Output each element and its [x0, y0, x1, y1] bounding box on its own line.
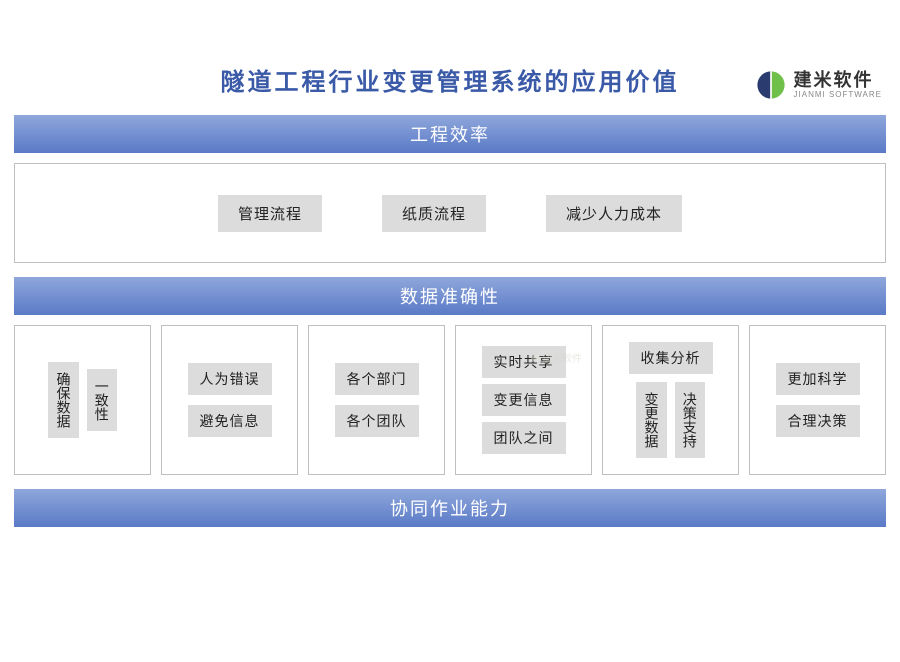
accuracy-panel-6: 更加科学 合理决策 [749, 325, 886, 475]
chip: 减少人力成本 [546, 195, 682, 232]
logo-cn: 建米软件 [794, 71, 882, 91]
accuracy-panel-4: 实时共享 变更信息 团队之间 [455, 325, 592, 475]
accuracy-panel-3: 各个部门 各个团队 [308, 325, 445, 475]
chip: 各个团队 [335, 405, 419, 437]
watermark: 建米软件 [530, 350, 582, 365]
chip: 变更数据 [636, 382, 666, 458]
efficiency-panel: 管理流程 纸质流程 减少人力成本 [14, 163, 886, 263]
logo-en: JIANMI SOFTWARE [794, 91, 882, 100]
logo-text: 建米软件 JIANMI SOFTWARE [794, 71, 882, 100]
chip: 一致性 [87, 369, 117, 431]
chip: 人为错误 [188, 363, 272, 395]
logo-icon [754, 68, 788, 102]
section-header-efficiency: 工程效率 [14, 115, 886, 153]
accuracy-panel-5: 收集分析 变更数据 决策支持 [602, 325, 739, 475]
accuracy-panel-1: 确保数据 一致性 [14, 325, 151, 475]
chip: 变更信息 [482, 384, 566, 416]
chip: 避免信息 [188, 405, 272, 437]
logo: 建米软件 JIANMI SOFTWARE [754, 68, 882, 102]
chip: 更加科学 [776, 363, 860, 395]
chip: 决策支持 [675, 382, 705, 458]
chip: 团队之间 [482, 422, 566, 454]
chip: 各个部门 [335, 363, 419, 395]
chip: 纸质流程 [382, 195, 486, 232]
section-header-collab: 协同作业能力 [14, 489, 886, 527]
chip: 收集分析 [629, 342, 713, 374]
chip-pair: 变更数据 决策支持 [636, 382, 704, 458]
section-body-accuracy: 确保数据 一致性 人为错误 避免信息 各个部门 各个团队 实时共享 变更信息 团… [14, 325, 886, 475]
section-header-accuracy: 数据准确性 [14, 277, 886, 315]
chip: 确保数据 [48, 362, 78, 438]
chip: 管理流程 [218, 195, 322, 232]
section-body-efficiency: 管理流程 纸质流程 减少人力成本 [14, 163, 886, 263]
chip: 合理决策 [776, 405, 860, 437]
accuracy-panel-2: 人为错误 避免信息 [161, 325, 298, 475]
